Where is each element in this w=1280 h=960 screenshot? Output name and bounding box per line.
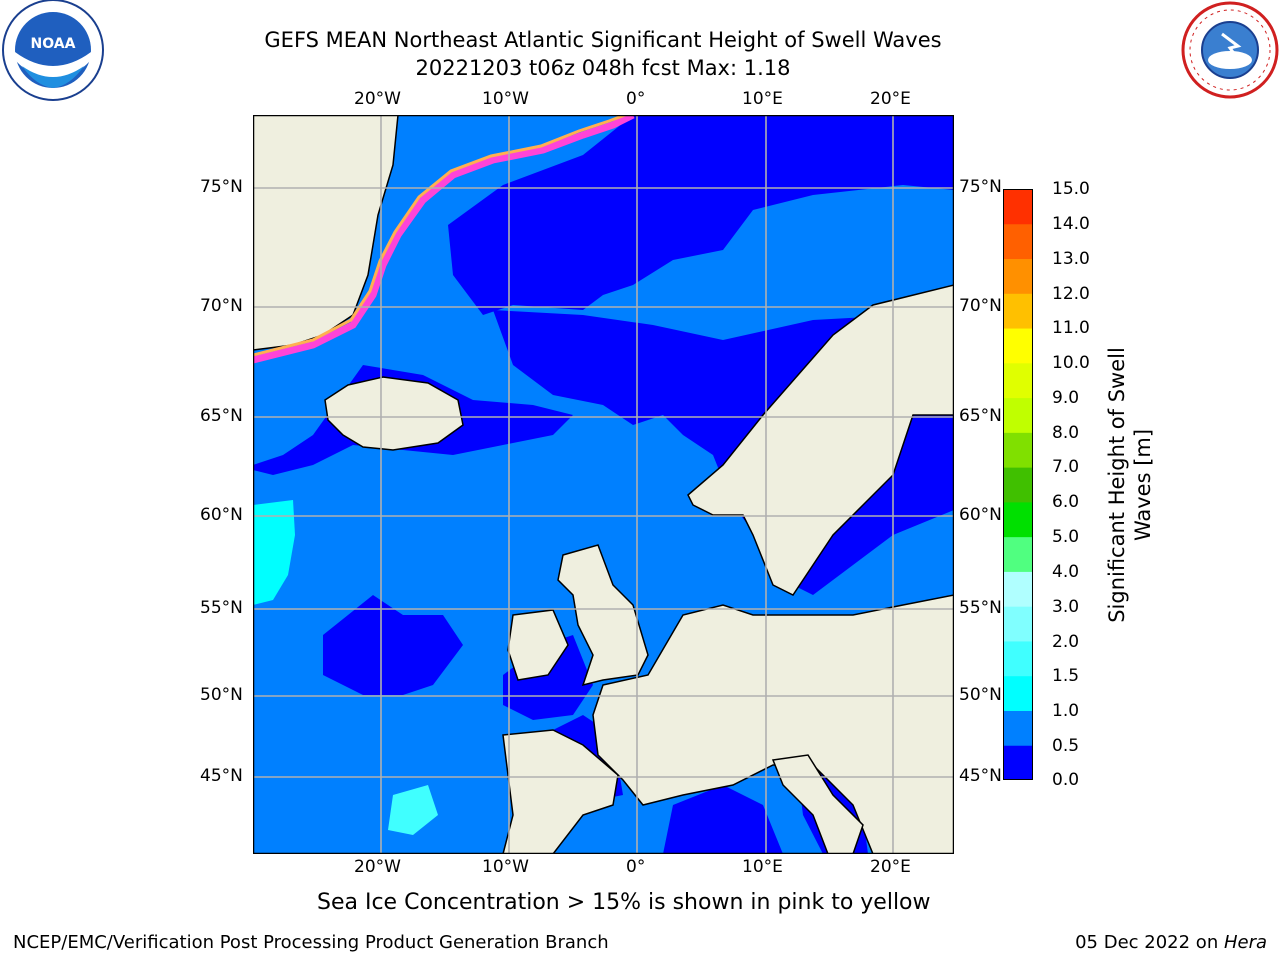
swell-cyan-west [253, 500, 295, 605]
land-britain [557, 544, 649, 687]
cb-tick-1: 1.0 [1052, 701, 1080, 721]
footer-right: 05 Dec 2022 on Hera [1075, 932, 1267, 953]
lon-label-bottom-0: 0° [626, 857, 646, 877]
cb-tick-14: 14.0 [1052, 214, 1090, 234]
colorbar-segment [1003, 675, 1033, 711]
colorbar-segment [1003, 710, 1033, 746]
lat-label-left-70n: 70°N [200, 296, 243, 316]
noaa-logo: NOAA [0, 0, 106, 106]
colorbar-segment [1003, 432, 1033, 468]
swell-cyan-south [388, 785, 438, 835]
chart-title: GEFS MEAN Northeast Atlantic Significant… [264, 28, 942, 52]
colorbar-segment [1003, 571, 1033, 607]
svg-text:NOAA: NOAA [31, 36, 76, 52]
cb-tick-13: 13.0 [1052, 249, 1090, 269]
cb-tick-3: 3.0 [1052, 597, 1080, 617]
gridlines [253, 115, 954, 854]
nws-logo [1180, 0, 1280, 100]
cb-tick-6: 6.0 [1052, 492, 1080, 512]
colorbar-segment [1003, 640, 1033, 677]
cb-tick-8: 8.0 [1052, 423, 1080, 443]
cb-tick-15: 15.0 [1052, 179, 1090, 199]
cb-tick-4: 4.0 [1052, 562, 1080, 582]
cb-tick-10: 10.0 [1052, 353, 1090, 373]
land-iceland [324, 376, 464, 451]
lat-label-left-75n: 75°N [200, 177, 243, 197]
lon-label-top-10e: 10°E [742, 89, 783, 109]
cb-tick-5: 5.0 [1052, 527, 1080, 547]
lat-label-left-45n: 45°N [200, 766, 243, 786]
land-scandinavia [687, 284, 955, 596]
colorbar-segment [1003, 328, 1033, 364]
colorbar-segment [1003, 362, 1033, 399]
colorbar-segment [1003, 467, 1033, 503]
cb-tick-11: 11.0 [1052, 318, 1090, 338]
lon-label-top-20e: 20°E [870, 89, 911, 109]
lat-label-right-45n: 45°N [959, 766, 1002, 786]
land-iberia [502, 729, 619, 855]
nws-logo-icon [1181, 1, 1279, 99]
footer-host: Hera [1223, 932, 1267, 953]
noaa-logo-icon: NOAA [2, 0, 104, 101]
colorbar-segment [1003, 293, 1033, 329]
map-svg [252, 111, 955, 855]
lon-label-bottom-10w: 10°W [482, 857, 529, 877]
footer-date: 05 Dec 2022 on [1075, 932, 1224, 953]
chart-subtitle: 20221203 t06z 048h fcst Max: 1.18 [415, 56, 791, 80]
lat-label-right-75n: 75°N [959, 177, 1002, 197]
lon-label-top-10w: 10°W [482, 89, 529, 109]
cb-tick-0: 0.0 [1052, 770, 1080, 790]
colorbar-segment [1003, 189, 1033, 225]
swell-low-med [663, 785, 783, 854]
swell-low-biscay [323, 595, 463, 695]
lat-label-right-70n: 70°N [959, 296, 1002, 316]
colorbar-svg [1003, 189, 1033, 781]
lon-label-top-0: 0° [626, 89, 646, 109]
lat-label-left-60n: 60°N [200, 505, 243, 525]
cb-tick-1-5: 1.5 [1052, 666, 1080, 686]
colorbar-segment [1003, 745, 1033, 781]
map-panel [252, 111, 955, 855]
swell-low-channel [503, 635, 593, 720]
cb-tick-0-5: 0.5 [1052, 736, 1080, 756]
cb-tick-7: 7.0 [1052, 457, 1080, 477]
sea-ice-note: Sea Ice Concentration > 15% is shown in … [317, 890, 931, 915]
colorbar-segment [1003, 397, 1033, 433]
colorbar-segment [1003, 501, 1033, 538]
lat-label-right-55n: 55°N [959, 598, 1002, 618]
lon-label-top-20w: 20°W [354, 89, 401, 109]
footer-left: NCEP/EMC/Verification Post Processing Pr… [13, 932, 609, 953]
colorbar-label: Significant Height of Swell Waves [m] [1104, 347, 1156, 623]
lon-label-bottom-20e: 20°E [870, 857, 911, 877]
colorbar-segment [1003, 536, 1033, 572]
cb-tick-2: 2.0 [1052, 632, 1080, 652]
colorbar-segment [1003, 223, 1033, 260]
map-border [252, 114, 955, 855]
colorbar-segment [1003, 258, 1033, 294]
cb-tick-9: 9.0 [1052, 388, 1080, 408]
colorbar-label-line1: Significant Height of Swell [1105, 347, 1129, 623]
lat-label-left-65n: 65°N [200, 406, 243, 426]
lat-label-left-50n: 50°N [200, 685, 243, 705]
sea-ice-edge [252, 111, 635, 364]
lon-label-bottom-20w: 20°W [354, 857, 401, 877]
colorbar-border [1003, 189, 1033, 780]
lat-label-right-65n: 65°N [959, 406, 1002, 426]
colorbar-label-line2: Waves [m] [1131, 428, 1155, 542]
land-greenland [252, 114, 399, 351]
sea-ice-edge-inner [252, 113, 626, 357]
lat-label-right-50n: 50°N [959, 685, 1002, 705]
land-ireland [507, 609, 569, 681]
lat-label-left-55n: 55°N [200, 598, 243, 618]
colorbar-segment [1003, 606, 1033, 642]
swell-low-north [448, 115, 954, 315]
colorbar [1003, 189, 1033, 781]
cb-tick-12: 12.0 [1052, 284, 1090, 304]
lat-label-right-60n: 60°N [959, 505, 1002, 525]
lon-label-bottom-10e: 10°E [742, 857, 783, 877]
